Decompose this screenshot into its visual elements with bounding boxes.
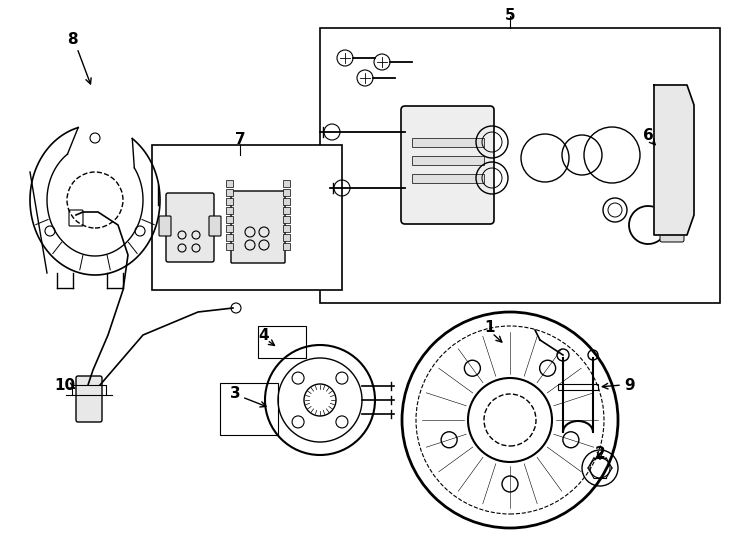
Bar [226,189,233,196]
Text: 9: 9 [625,377,636,393]
FancyBboxPatch shape [76,376,102,422]
FancyBboxPatch shape [159,216,171,236]
Bar [283,207,290,214]
Bar [283,216,290,223]
Bar [226,225,233,232]
Bar [658,142,686,178]
Bar [226,198,233,205]
FancyBboxPatch shape [209,216,221,236]
Bar [320,28,720,303]
Text: 4: 4 [258,327,269,342]
FancyBboxPatch shape [401,106,494,224]
Bar [283,234,290,241]
Bar [412,156,484,165]
Text: 5: 5 [505,9,515,24]
Text: 1: 1 [484,321,495,335]
FancyBboxPatch shape [660,220,684,242]
Bar [220,383,278,435]
Bar [226,180,233,187]
Text: 10: 10 [54,377,76,393]
Bar [283,243,290,250]
Bar [226,207,233,214]
Text: 8: 8 [67,32,77,48]
Bar [283,198,290,205]
Bar [226,216,233,223]
Bar [283,225,290,232]
Bar [226,234,233,241]
Bar [258,326,306,358]
Text: 6: 6 [643,127,653,143]
FancyBboxPatch shape [231,191,285,263]
Bar [152,145,342,290]
Polygon shape [654,85,694,235]
Text: 3: 3 [230,386,240,401]
Bar [283,180,290,187]
FancyBboxPatch shape [166,193,214,262]
Text: 7: 7 [235,132,245,147]
Bar [283,189,290,196]
Text: 2: 2 [595,446,606,461]
Bar [558,384,598,390]
Bar [72,385,106,395]
Bar [412,174,484,183]
Bar [226,243,233,250]
Bar [412,138,484,147]
